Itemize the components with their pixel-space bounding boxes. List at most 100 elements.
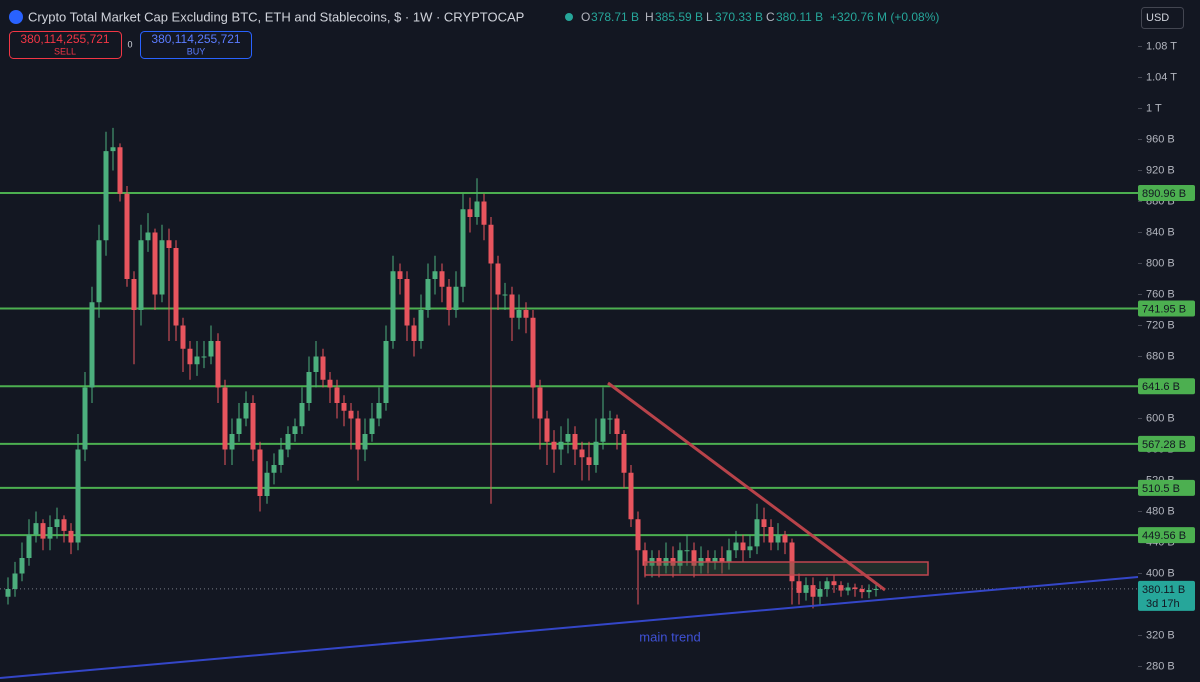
candle-body	[250, 403, 256, 450]
candle-body	[117, 147, 123, 194]
candle-body	[173, 248, 179, 326]
y-tick-label: 1.04 T	[1146, 71, 1177, 83]
candle-body	[208, 341, 214, 357]
candle-body	[327, 379, 333, 388]
candle-body	[33, 523, 39, 535]
y-tick-label: 280 B	[1146, 660, 1175, 672]
candle-body	[530, 317, 536, 388]
ohlc-value: 370.33 B	[715, 10, 763, 24]
candle-body	[817, 589, 823, 597]
candle-body	[404, 279, 410, 326]
price-tags: 890.96 B 741.95 B 641.6 B 567.28 B 510.5 B 44…	[1138, 185, 1195, 611]
candle-body	[320, 356, 326, 380]
candle-body	[222, 387, 228, 450]
candle-body	[873, 588, 879, 590]
countdown: 3d 17h	[1146, 598, 1180, 610]
candle-body	[712, 558, 718, 562]
candle-body	[397, 271, 403, 279]
level-tag	[1138, 435, 1195, 452]
candle-body	[180, 325, 186, 349]
level-label: 890.96 B	[1142, 188, 1186, 200]
candle-body	[26, 534, 32, 558]
y-tick-label: 760 B	[1146, 288, 1175, 300]
sell-label: SELL	[54, 46, 76, 56]
candle-body	[460, 209, 466, 287]
level-tag	[1138, 378, 1195, 395]
candle-body	[390, 271, 396, 341]
y-tick-label: 800 B	[1146, 257, 1175, 269]
level-label: 641.6 B	[1142, 381, 1180, 393]
sell-button[interactable]	[9, 31, 122, 59]
y-tick-label: 480 B	[1146, 505, 1175, 517]
candle-body	[152, 232, 158, 295]
level-label: 449.56 B	[1142, 530, 1186, 542]
ohlc-value: 380.11 B	[776, 10, 823, 24]
levels	[0, 192, 1138, 590]
candle-body	[810, 585, 816, 597]
level-tag	[1138, 527, 1195, 544]
candle-body	[187, 348, 193, 365]
candle-body	[54, 519, 60, 527]
candle-body	[61, 519, 67, 531]
candle-body	[194, 356, 200, 365]
candle-body	[761, 519, 767, 527]
ohlc-key: O	[581, 10, 590, 24]
candle-body	[565, 434, 571, 442]
candle-body	[467, 209, 473, 217]
candle-body	[383, 341, 389, 403]
candle-body	[488, 224, 494, 264]
candle-body	[551, 441, 557, 450]
ohlc-value: 378.71 B	[591, 10, 639, 24]
chart-title: Crypto Total Market Cap Excluding BTC, E…	[28, 9, 524, 24]
candle-body	[264, 472, 270, 496]
candle-body	[544, 418, 550, 442]
y-tick-label: 840 B	[1146, 226, 1175, 238]
level-label: 510.5 B	[1142, 483, 1180, 495]
candle-body	[68, 530, 74, 543]
candle-body	[719, 558, 725, 562]
currency-button[interactable]	[1141, 7, 1184, 29]
candle-body	[768, 527, 774, 543]
y-tick-label: 1 T	[1146, 102, 1162, 114]
y-tick-label: 400 B	[1146, 567, 1175, 579]
symbol-icon	[9, 10, 23, 24]
candle-body	[110, 147, 116, 152]
candle-body	[166, 240, 172, 248]
level-tag	[1138, 300, 1195, 317]
candle-body	[411, 325, 417, 341]
candle-body	[852, 587, 858, 589]
candle-body	[82, 387, 88, 450]
candle-body	[516, 310, 522, 318]
candle-body	[278, 449, 284, 465]
candle-body	[593, 441, 599, 465]
candle-body	[159, 240, 165, 295]
y-tick-label: 320 B	[1146, 629, 1175, 641]
candle-body	[425, 279, 431, 310]
level-tag	[1138, 479, 1195, 496]
candle-body	[257, 449, 263, 496]
candle-body	[12, 573, 18, 589]
candle-body	[537, 387, 543, 419]
buy-button[interactable]	[140, 31, 252, 59]
candle-body	[348, 410, 354, 419]
candle-body	[523, 310, 529, 318]
candle-body	[509, 294, 515, 318]
candle-body	[138, 240, 144, 310]
level-tag	[1138, 185, 1195, 202]
candle-body	[292, 426, 298, 434]
candle-body	[5, 589, 11, 597]
candle-body	[75, 449, 81, 543]
candle-body	[453, 286, 459, 310]
annotation: main trend	[639, 629, 700, 644]
candle-body	[145, 232, 151, 241]
candle-body	[859, 589, 865, 593]
candle-body	[103, 151, 109, 241]
candle-body	[866, 589, 872, 593]
candle-body	[96, 240, 102, 303]
candle-body	[803, 585, 809, 593]
candle-body	[740, 542, 746, 551]
candle-body	[124, 193, 130, 279]
